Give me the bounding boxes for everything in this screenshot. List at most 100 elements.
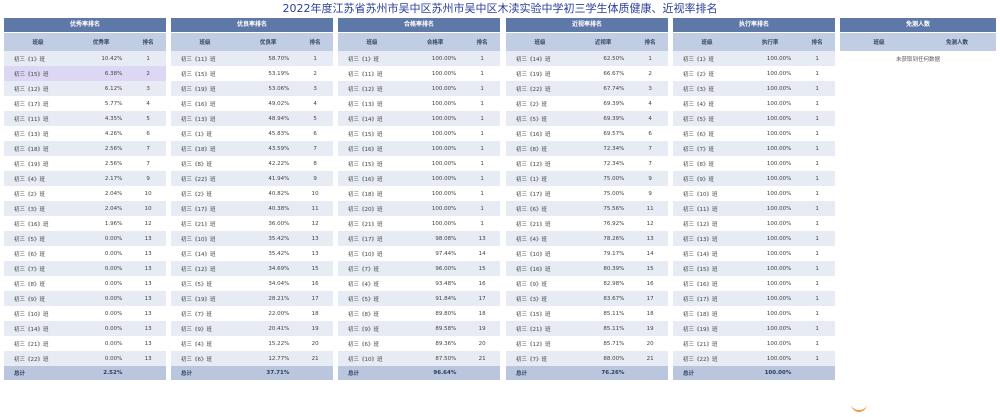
table-row[interactable]: 初三《16》班 49.02% 4 bbox=[171, 96, 333, 111]
table-row[interactable]: 初三《4》班 78.26% 13 bbox=[506, 231, 668, 246]
table-row[interactable]: 初三《18》班 100.00% 1 bbox=[673, 306, 835, 321]
table-row[interactable]: 初三《10》班 87.50% 21 bbox=[338, 351, 500, 366]
table-row[interactable]: 初三《16》班 80.39% 15 bbox=[506, 261, 668, 276]
table-row[interactable]: 初三《7》班 100.00% 1 bbox=[673, 141, 835, 156]
table-row[interactable]: 初三《5》班 100.00% 1 bbox=[673, 111, 835, 126]
table-row[interactable]: 初三《1》班 75.00% 9 bbox=[506, 171, 668, 186]
table-row[interactable]: 初三《10》班 79.17% 14 bbox=[506, 246, 668, 261]
table-row[interactable]: 初三《10》班 35.42% 13 bbox=[171, 231, 333, 246]
table-row[interactable]: 初三《9》班 100.00% 1 bbox=[673, 171, 835, 186]
table-row[interactable]: 初三《19》班 100.00% 1 bbox=[673, 321, 835, 336]
table-row[interactable]: 初三《22》班 67.74% 3 bbox=[506, 81, 668, 96]
table-row[interactable]: 初三《6》班 100.00% 1 bbox=[673, 126, 835, 141]
table-row[interactable]: 初三《3》班 2.04% 10 bbox=[4, 201, 166, 216]
table-row[interactable]: 初三《22》班 41.94% 9 bbox=[171, 171, 333, 186]
table-row[interactable]: 初三《18》班 43.59% 7 bbox=[171, 141, 333, 156]
table-row[interactable]: 初三《20》班 100.00% 1 bbox=[338, 201, 500, 216]
table-row[interactable]: 初三《17》班 98.08% 13 bbox=[338, 231, 500, 246]
table-row[interactable]: 初三《21》班 0.00% 13 bbox=[4, 336, 166, 351]
table-row[interactable]: 初三《15》班 53.19% 2 bbox=[171, 66, 333, 81]
table-row[interactable]: 初三《12》班 100.00% 1 bbox=[338, 81, 500, 96]
table-row[interactable]: 初三《13》班 4.26% 6 bbox=[4, 126, 166, 141]
table-row[interactable]: 初三《8》班 42.22% 8 bbox=[171, 156, 333, 171]
table-row[interactable]: 初三《15》班 100.00% 1 bbox=[338, 126, 500, 141]
table-row[interactable]: 初三《4》班 2.17% 9 bbox=[4, 171, 166, 186]
table-row[interactable]: 初三《15》班 100.00% 1 bbox=[338, 156, 500, 171]
table-row[interactable]: 初三《9》班 89.58% 19 bbox=[338, 321, 500, 336]
table-row[interactable]: 初三《11》班 58.70% 1 bbox=[171, 51, 333, 66]
table-row[interactable]: 初三《13》班 48.94% 5 bbox=[171, 111, 333, 126]
table-row[interactable]: 初三《19》班 2.56% 7 bbox=[4, 156, 166, 171]
table-row[interactable]: 初三《16》班 1.96% 12 bbox=[4, 216, 166, 231]
table-row[interactable]: 初三《19》班 66.67% 2 bbox=[506, 66, 668, 81]
table-row[interactable]: 初三《16》班 69.57% 6 bbox=[506, 126, 668, 141]
table-row[interactable]: 初三《8》班 72.34% 7 bbox=[506, 141, 668, 156]
table-row[interactable]: 初三《5》班 34.04% 16 bbox=[171, 276, 333, 291]
table-row[interactable]: 初三《8》班 100.00% 1 bbox=[673, 156, 835, 171]
table-row[interactable]: 初三《13》班 100.00% 1 bbox=[673, 231, 835, 246]
table-row[interactable]: 初三《2》班 2.04% 10 bbox=[4, 186, 166, 201]
table-row[interactable]: 初三《21》班 100.00% 1 bbox=[673, 336, 835, 351]
table-row[interactable]: 初三《16》班 100.00% 1 bbox=[673, 276, 835, 291]
table-row[interactable]: 初三《22》班 100.00% 1 bbox=[673, 351, 835, 366]
table-row[interactable]: 初三《21》班 100.00% 1 bbox=[338, 216, 500, 231]
table-row[interactable]: 初三《12》班 100.00% 1 bbox=[673, 216, 835, 231]
table-row[interactable]: 初三《9》班 82.98% 16 bbox=[506, 276, 668, 291]
table-row[interactable]: 初三《21》班 36.00% 12 bbox=[171, 216, 333, 231]
table-row[interactable]: 初三《9》班 20.41% 19 bbox=[171, 321, 333, 336]
table-row[interactable]: 初三《5》班 91.84% 17 bbox=[338, 291, 500, 306]
table-row[interactable]: 初三《15》班 85.11% 18 bbox=[506, 306, 668, 321]
table-row[interactable]: 初三《16》班 100.00% 1 bbox=[338, 141, 500, 156]
table-row[interactable]: 初三《18》班 2.56% 7 bbox=[4, 141, 166, 156]
table-row[interactable]: 初三《12》班 72.34% 7 bbox=[506, 156, 668, 171]
table-row[interactable]: 初三《11》班 4.35% 5 bbox=[4, 111, 166, 126]
table-row[interactable]: 初三《22》班 0.00% 13 bbox=[4, 351, 166, 366]
table-row[interactable]: 初三《21》班 85.11% 19 bbox=[506, 321, 668, 336]
table-row[interactable]: 初三《17》班 5.77% 4 bbox=[4, 96, 166, 111]
table-row[interactable]: 初三《2》班 69.39% 4 bbox=[506, 96, 668, 111]
table-row[interactable]: 初三《11》班 100.00% 1 bbox=[673, 201, 835, 216]
table-row[interactable]: 初三《8》班 0.00% 13 bbox=[4, 276, 166, 291]
table-row[interactable]: 初三《13》班 100.00% 1 bbox=[338, 96, 500, 111]
table-row[interactable]: 初三《1》班 45.83% 6 bbox=[171, 126, 333, 141]
table-row[interactable]: 初三《6》班 89.36% 20 bbox=[338, 336, 500, 351]
table-row[interactable]: 初三《12》班 34.69% 15 bbox=[171, 261, 333, 276]
table-row[interactable]: 初三《4》班 15.22% 20 bbox=[171, 336, 333, 351]
table-row[interactable]: 初三《14》班 100.00% 1 bbox=[338, 111, 500, 126]
table-row[interactable]: 初三《14》班 100.00% 1 bbox=[673, 246, 835, 261]
table-row[interactable]: 初三《14》班 62.50% 1 bbox=[506, 51, 668, 66]
table-row[interactable]: 初三《14》班 0.00% 13 bbox=[4, 321, 166, 336]
table-row[interactable]: 初三《10》班 100.00% 1 bbox=[673, 186, 835, 201]
table-row[interactable]: 初三《1》班 10.42% 1 bbox=[4, 51, 166, 66]
table-row[interactable]: 初三《2》班 100.00% 1 bbox=[673, 66, 835, 81]
table-row[interactable]: 初三《12》班 85.71% 20 bbox=[506, 336, 668, 351]
table-row[interactable]: 初三《5》班 0.00% 13 bbox=[4, 231, 166, 246]
table-row[interactable]: 初三《2》班 40.82% 10 bbox=[171, 186, 333, 201]
table-row[interactable]: 初三《10》班 0.00% 13 bbox=[4, 306, 166, 321]
table-row[interactable]: 初三《10》班 97.44% 14 bbox=[338, 246, 500, 261]
table-row[interactable]: 初三《15》班 100.00% 1 bbox=[673, 261, 835, 276]
table-row[interactable]: 初三《14》班 35.42% 13 bbox=[171, 246, 333, 261]
table-row[interactable]: 初三《1》班 100.00% 1 bbox=[338, 51, 500, 66]
table-row[interactable]: 初三《21》班 76.92% 12 bbox=[506, 216, 668, 231]
table-row[interactable]: 初三《4》班 100.00% 1 bbox=[673, 96, 835, 111]
table-row[interactable]: 初三《1》班 100.00% 1 bbox=[673, 51, 835, 66]
table-row[interactable]: 初三《17》班 75.00% 9 bbox=[506, 186, 668, 201]
table-row[interactable]: 初三《18》班 100.00% 1 bbox=[338, 186, 500, 201]
table-row[interactable]: 初三《17》班 100.00% 1 bbox=[673, 291, 835, 306]
table-row[interactable]: 初三《6》班 12.77% 21 bbox=[171, 351, 333, 366]
table-row[interactable]: 初三《11》班 100.00% 1 bbox=[338, 66, 500, 81]
table-row[interactable]: 初三《16》班 100.00% 1 bbox=[338, 171, 500, 186]
table-row[interactable]: 初三《8》班 89.80% 18 bbox=[338, 306, 500, 321]
table-row[interactable]: 初三《7》班 96.00% 15 bbox=[338, 261, 500, 276]
table-row[interactable]: 初三《3》班 100.00% 1 bbox=[673, 81, 835, 96]
table-row[interactable]: 初三《4》班 93.48% 16 bbox=[338, 276, 500, 291]
table-row[interactable]: 初三《7》班 88.00% 21 bbox=[506, 351, 668, 366]
table-row[interactable]: 初三《12》班 6.12% 3 bbox=[4, 81, 166, 96]
table-row[interactable]: 初三《19》班 53.06% 3 bbox=[171, 81, 333, 96]
table-row[interactable]: 初三《17》班 40.38% 11 bbox=[171, 201, 333, 216]
table-row[interactable]: 初三《9》班 0.00% 13 bbox=[4, 291, 166, 306]
table-row[interactable]: 初三《7》班 22.00% 18 bbox=[171, 306, 333, 321]
table-row[interactable]: 初三《15》班 6.38% 2 bbox=[4, 66, 166, 81]
table-row[interactable]: 初三《19》班 28.21% 17 bbox=[171, 291, 333, 306]
